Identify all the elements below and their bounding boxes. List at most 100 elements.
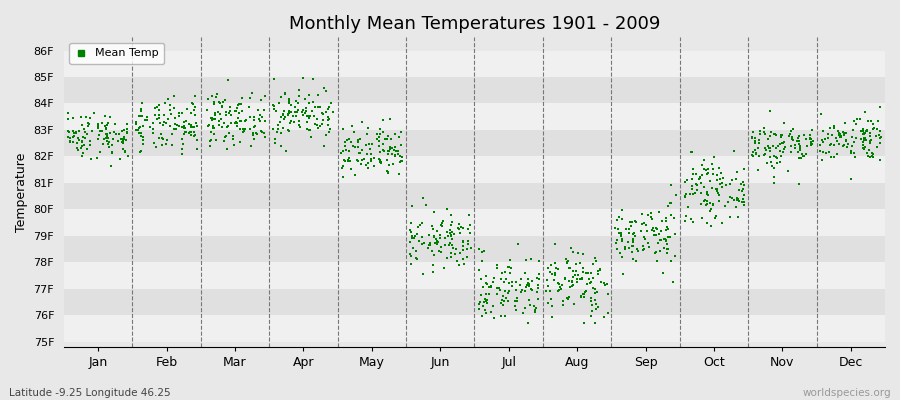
Point xyxy=(61,110,76,116)
Point xyxy=(576,290,590,297)
Point xyxy=(678,218,692,224)
Point xyxy=(629,218,643,225)
Point xyxy=(353,136,367,142)
Point xyxy=(552,287,566,294)
Point xyxy=(758,151,772,157)
Point xyxy=(508,302,522,309)
Point xyxy=(413,222,428,228)
Point xyxy=(104,150,119,156)
Point xyxy=(784,143,798,149)
Point xyxy=(646,224,661,231)
Point xyxy=(710,186,724,192)
Point xyxy=(584,297,598,304)
Point xyxy=(497,278,511,285)
Point xyxy=(484,283,499,290)
Point xyxy=(659,238,673,245)
Point xyxy=(574,275,589,282)
Point xyxy=(706,166,720,172)
Point xyxy=(866,150,880,157)
Point xyxy=(427,252,441,258)
Point xyxy=(377,136,392,142)
Point xyxy=(289,113,303,120)
Point xyxy=(527,307,542,313)
Point xyxy=(476,302,491,309)
Point xyxy=(480,297,494,303)
Point xyxy=(804,142,818,148)
Point xyxy=(138,117,152,123)
Point xyxy=(764,129,778,136)
Point xyxy=(647,232,662,238)
Point xyxy=(571,272,585,278)
Point xyxy=(659,218,673,224)
Point xyxy=(498,269,512,275)
Point xyxy=(614,233,628,239)
Point xyxy=(171,123,185,130)
Point xyxy=(75,153,89,160)
Point xyxy=(636,246,651,252)
Point xyxy=(107,128,122,135)
Point xyxy=(354,161,368,168)
Point xyxy=(289,98,303,104)
Point xyxy=(252,116,266,123)
Point xyxy=(83,142,97,148)
Point xyxy=(177,125,192,131)
Point xyxy=(68,130,82,136)
Point xyxy=(380,168,394,174)
Point xyxy=(731,214,745,220)
Point xyxy=(523,302,537,309)
Point xyxy=(514,289,528,296)
Point xyxy=(544,296,558,302)
Point xyxy=(689,187,704,194)
Bar xyxy=(64,315,885,342)
Point xyxy=(560,259,574,266)
Point xyxy=(480,281,494,287)
Bar xyxy=(64,236,885,262)
Point xyxy=(382,147,396,154)
Point xyxy=(509,306,524,313)
Point xyxy=(705,161,719,167)
Point xyxy=(569,268,583,274)
Point xyxy=(821,134,835,141)
Point xyxy=(699,200,714,207)
Point xyxy=(189,120,203,126)
Point xyxy=(772,141,787,147)
Point xyxy=(99,126,113,132)
Point xyxy=(856,142,870,148)
Point xyxy=(717,202,732,209)
Point xyxy=(794,155,808,162)
Point xyxy=(177,131,192,138)
Point xyxy=(372,156,386,162)
Point xyxy=(609,217,624,223)
Point xyxy=(281,112,295,118)
Point xyxy=(816,139,831,145)
Point xyxy=(310,116,325,122)
Point xyxy=(653,237,668,244)
Point xyxy=(370,135,384,142)
Point xyxy=(505,282,519,289)
Point xyxy=(184,121,198,128)
Point xyxy=(334,150,348,156)
Point xyxy=(552,281,566,287)
Point xyxy=(184,132,198,138)
Point xyxy=(544,271,559,277)
Point xyxy=(162,123,176,130)
Point xyxy=(165,130,179,137)
Point xyxy=(80,131,94,138)
Point xyxy=(302,114,317,121)
Point xyxy=(656,236,670,242)
Point xyxy=(222,108,237,114)
Point xyxy=(308,121,322,127)
Point xyxy=(175,110,189,117)
Point xyxy=(355,157,369,163)
Point xyxy=(661,245,675,252)
Point xyxy=(115,128,130,134)
Point xyxy=(374,159,389,166)
Point xyxy=(853,116,868,122)
Point xyxy=(803,136,817,142)
Point xyxy=(562,294,576,301)
Point xyxy=(431,239,446,246)
Point xyxy=(745,129,760,136)
Point xyxy=(475,249,490,255)
Point xyxy=(230,105,244,111)
Point xyxy=(749,151,763,157)
